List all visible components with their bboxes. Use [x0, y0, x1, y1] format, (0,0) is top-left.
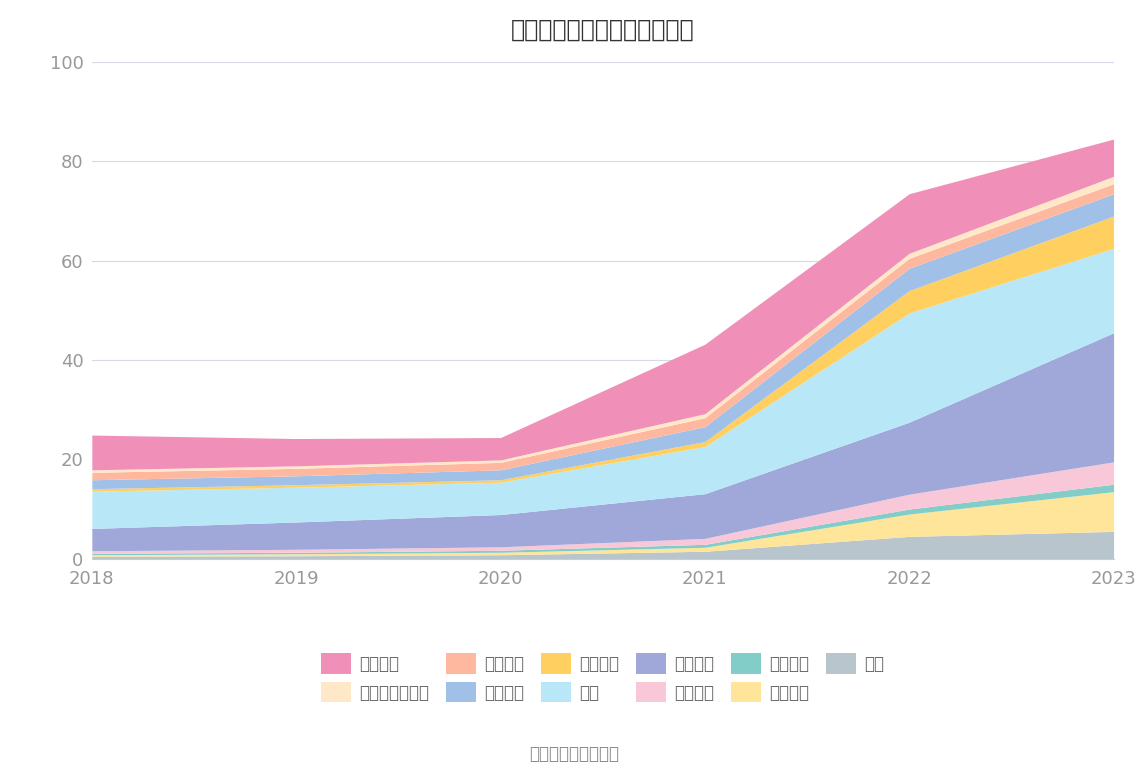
Text: 数据来源：恒生聚源: 数据来源：恒生聚源 — [529, 745, 619, 763]
Title: 历年主要资产堆积图（亿元）: 历年主要资产堆积图（亿元） — [511, 18, 695, 42]
Legend: 货币资金, 交易性金融资产, 应收票据, 应收账款, 预付款项, 存货, 固定资产, 在建工程, 无形资产, 开发支出, 其它: 货币资金, 交易性金融资产, 应收票据, 应收账款, 预付款项, 存货, 固定资… — [315, 646, 891, 708]
